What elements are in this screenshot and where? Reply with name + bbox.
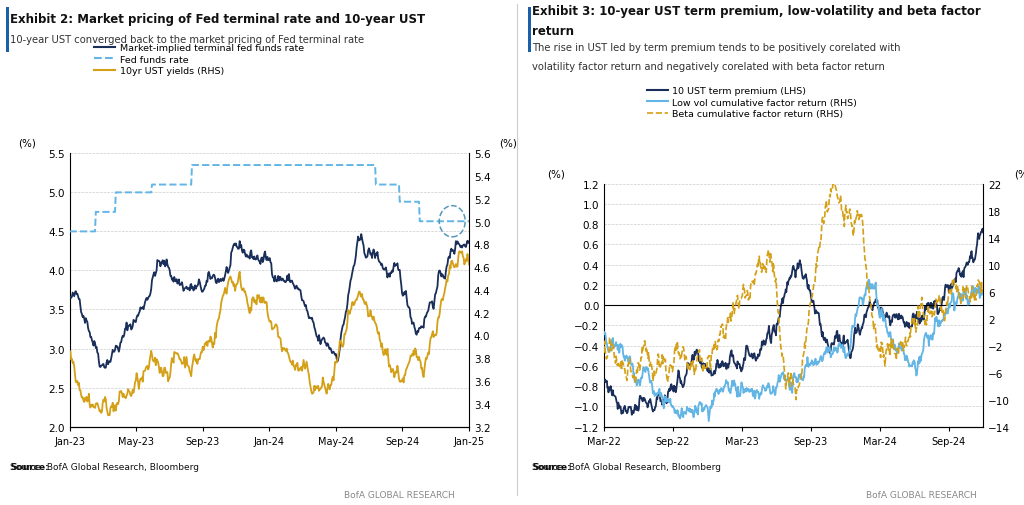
- Text: Source:: Source:: [532, 462, 571, 471]
- Text: Exhibit 2: Market pricing of Fed terminal rate and 10-year UST: Exhibit 2: Market pricing of Fed termina…: [10, 13, 425, 26]
- Text: Exhibit 3: 10-year UST term premium, low-volatility and beta factor: Exhibit 3: 10-year UST term premium, low…: [532, 5, 981, 18]
- Text: Source: BofA Global Research, Bloomberg: Source: BofA Global Research, Bloomberg: [10, 462, 200, 471]
- Text: Source:: Source:: [10, 462, 49, 471]
- Legend: Market-implied terminal fed funds rate, Fed funds rate, 10yr UST yields (RHS): Market-implied terminal fed funds rate, …: [94, 44, 304, 76]
- Text: (%): (%): [499, 138, 517, 148]
- Text: BofA GLOBAL RESEARCH: BofA GLOBAL RESEARCH: [866, 490, 977, 499]
- Text: (%): (%): [17, 138, 36, 148]
- Text: volatility factor return and negatively corelated with beta factor return: volatility factor return and negatively …: [532, 62, 886, 72]
- Text: The rise in UST led by term premium tends to be positively corelated with: The rise in UST led by term premium tend…: [532, 43, 901, 53]
- Text: (%): (%): [1015, 170, 1024, 179]
- Text: BofA GLOBAL RESEARCH: BofA GLOBAL RESEARCH: [344, 490, 455, 499]
- Text: (%): (%): [547, 170, 565, 179]
- Text: 10-year UST converged back to the market pricing of Fed terminal rate: 10-year UST converged back to the market…: [10, 35, 365, 45]
- Text: Source: BofA Global Research, Bloomberg: Source: BofA Global Research, Bloomberg: [532, 462, 722, 471]
- Text: return: return: [532, 25, 574, 38]
- Legend: 10 UST term premium (LHS), Low vol cumulative factor return (RHS), Beta cumulati: 10 UST term premium (LHS), Low vol cumul…: [647, 87, 857, 119]
